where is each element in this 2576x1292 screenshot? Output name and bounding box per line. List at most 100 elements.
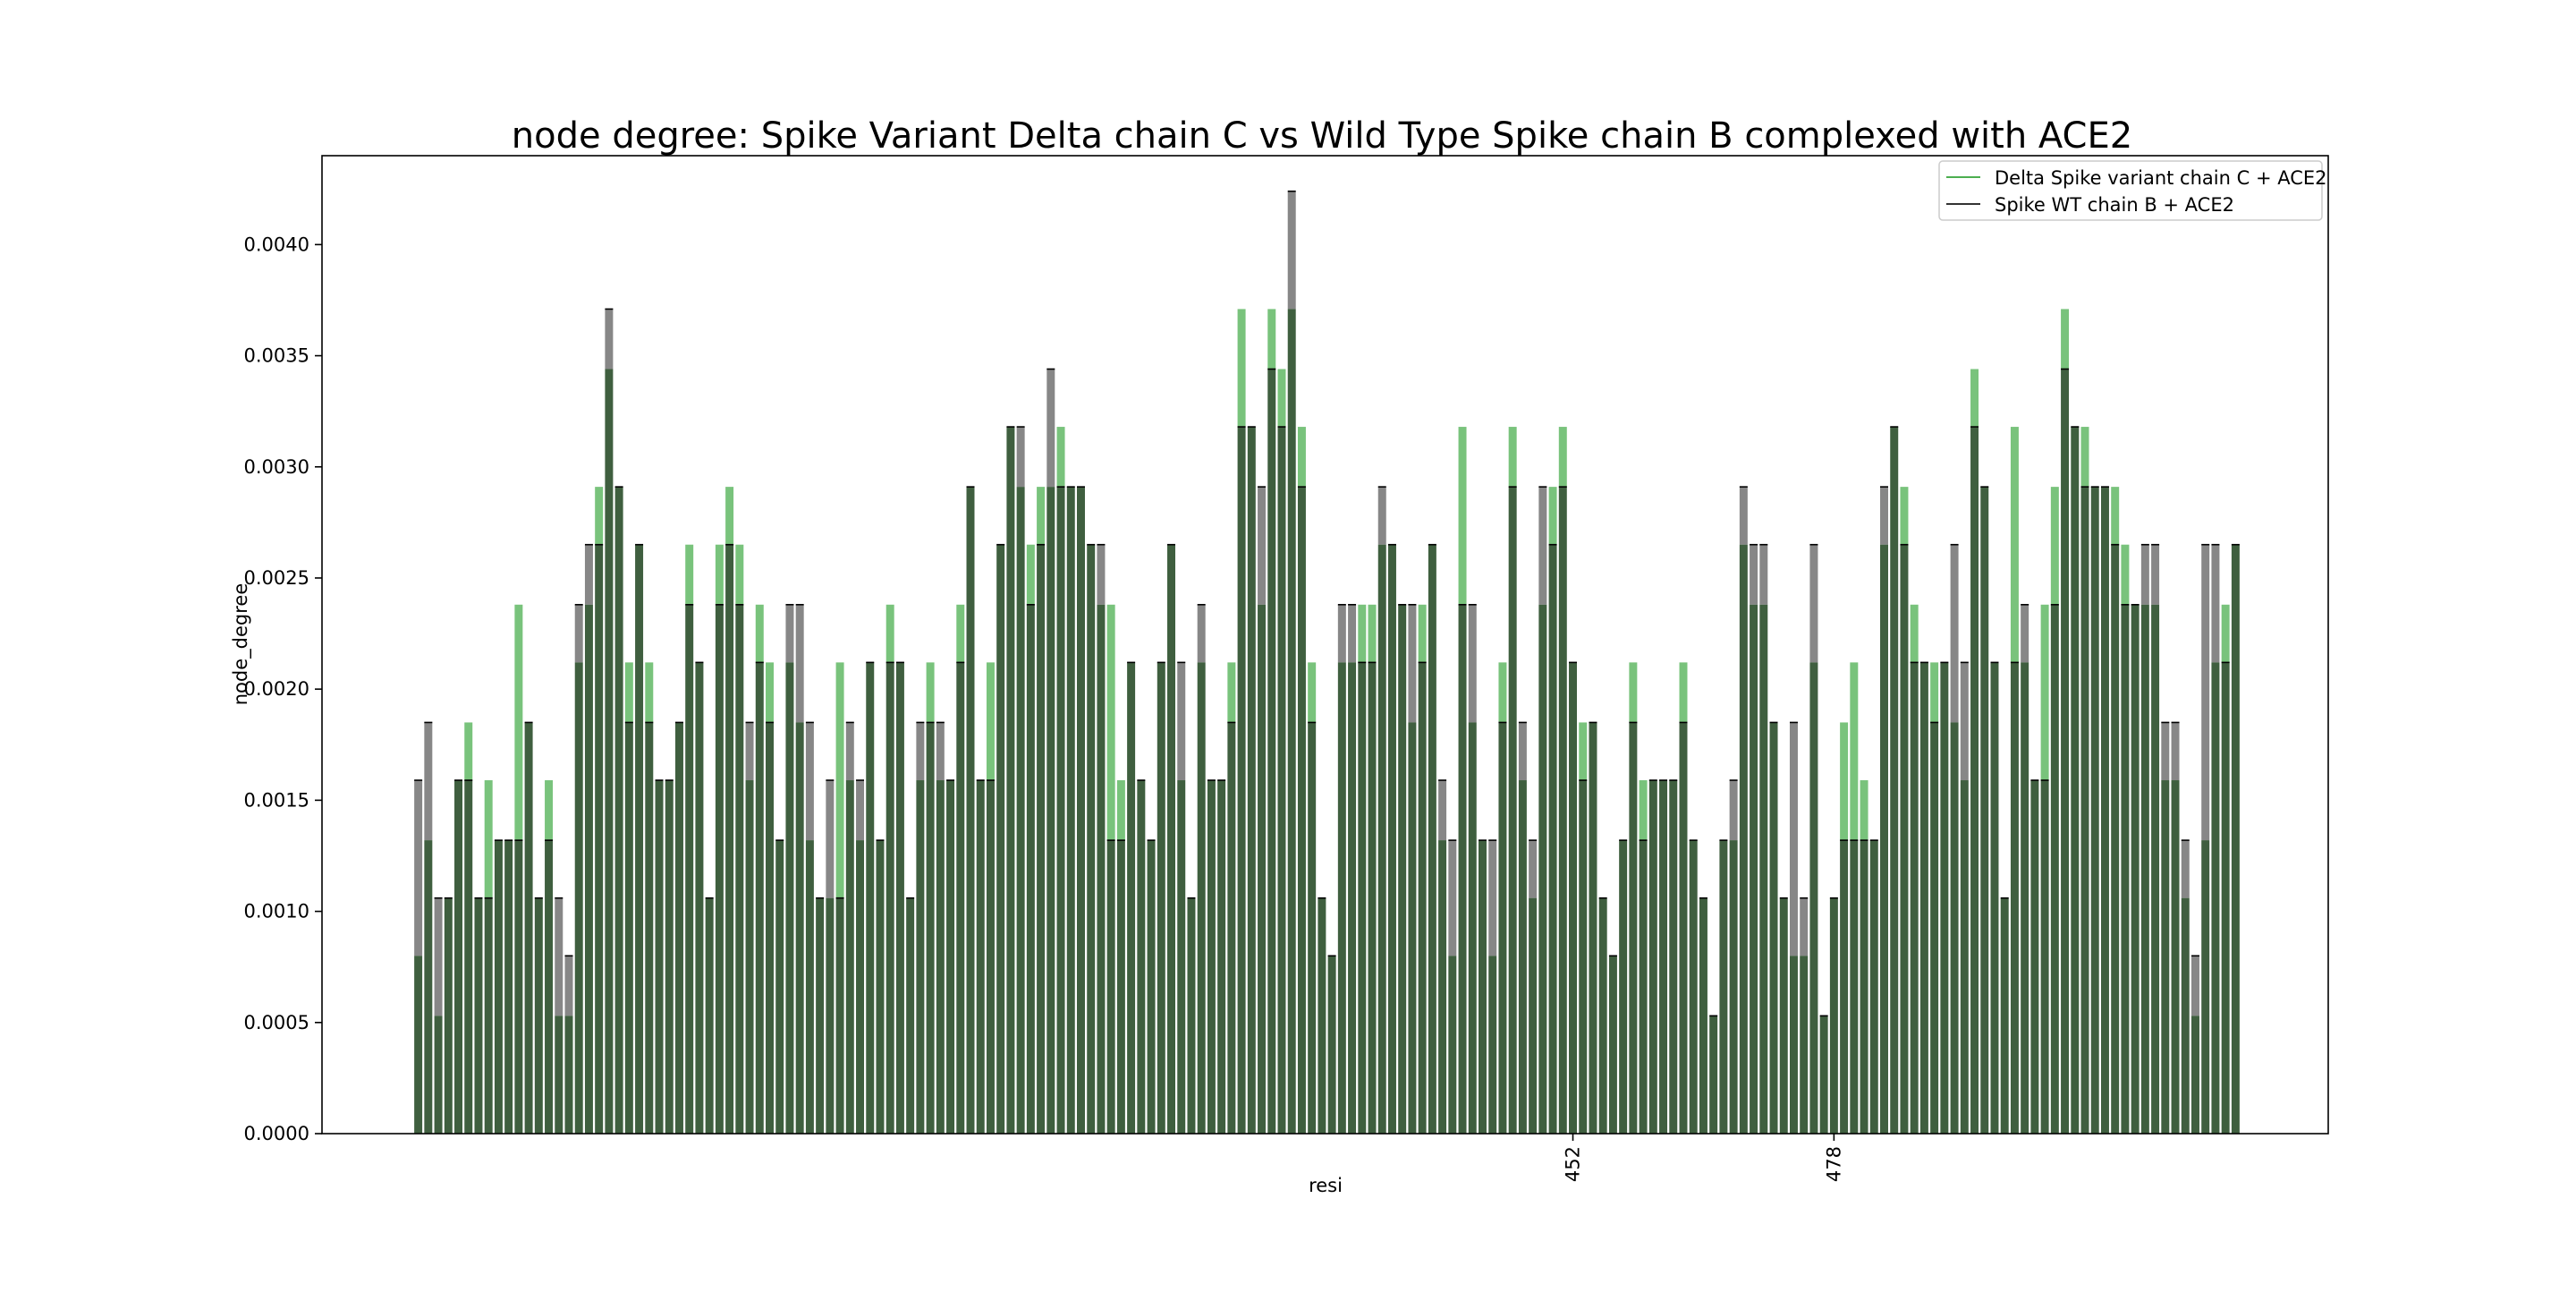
bar-difference (1237, 309, 1246, 428)
bar-overlap (614, 487, 623, 1134)
bar-overlap (1458, 604, 1467, 1134)
bar-overlap (564, 1016, 573, 1134)
y-tick-label: 0.0020 (244, 678, 309, 700)
bar-overlap (1548, 544, 1557, 1134)
bar-overlap (595, 544, 604, 1134)
bar-overlap (1729, 840, 1738, 1134)
bar-difference (1267, 309, 1276, 370)
bar-overlap (1869, 840, 1878, 1134)
bars-group (414, 190, 2240, 1134)
bar-difference (725, 487, 734, 545)
bar-overlap (1800, 956, 1809, 1134)
bar-overlap (1428, 544, 1436, 1134)
bar-difference (715, 544, 724, 605)
bar-overlap (514, 840, 523, 1134)
bar-overlap (775, 840, 784, 1134)
bar-overlap (1950, 722, 1959, 1134)
bar-difference (1679, 662, 1688, 723)
bar-overlap (624, 722, 633, 1134)
bar-overlap (816, 897, 825, 1134)
bar-overlap (1076, 487, 1085, 1134)
bar-difference (745, 722, 754, 781)
bar-overlap (1910, 662, 1919, 1134)
bar-overlap (1167, 544, 1175, 1134)
bar-overlap (1759, 604, 1768, 1134)
bar-difference (1287, 191, 1296, 310)
bar-overlap (434, 1016, 443, 1134)
bar-overlap (2151, 604, 2160, 1134)
bar-overlap (866, 662, 875, 1134)
bar-overlap (1598, 897, 1607, 1134)
bar-difference (2121, 544, 2130, 605)
y-tick-label: 0.0010 (244, 901, 309, 922)
bar-difference (1900, 487, 1909, 545)
bar-overlap (1769, 722, 1778, 1134)
bar-overlap (1789, 956, 1798, 1134)
bar-overlap (1498, 722, 1507, 1134)
bar-overlap (795, 722, 804, 1134)
bar-difference (2201, 544, 2210, 841)
bar-overlap (1056, 487, 1065, 1134)
bar-overlap (635, 544, 644, 1134)
bar-overlap (976, 780, 985, 1134)
bar-overlap (2061, 369, 2070, 1134)
bar-overlap (906, 897, 915, 1134)
y-tick-label: 0.0035 (244, 345, 309, 367)
legend: Delta Spike variant chain C + ACE2 Spike… (1938, 160, 2327, 221)
bar-difference (926, 662, 935, 723)
bar-difference (2190, 956, 2199, 1016)
bar-overlap (1479, 840, 1487, 1134)
bar-overlap (1308, 722, 1317, 1134)
bar-difference (1739, 487, 1748, 545)
bar-difference (555, 897, 564, 1016)
bar-difference (1880, 487, 1888, 545)
y-axis: 0.0000 0.0005 0.0010 0.0015 0.0020 0.0025 0.00… (244, 234, 322, 1144)
bar-overlap (1829, 897, 1838, 1134)
bar-overlap (1980, 487, 1989, 1134)
bar-overlap (2211, 662, 2220, 1134)
bar-overlap (1819, 1016, 1828, 1134)
bar-overlap (1438, 840, 1447, 1134)
bar-difference (2040, 604, 2049, 781)
bar-overlap (2181, 897, 2190, 1134)
x-tick-label: 478 (1823, 1146, 1844, 1182)
bar-difference (1809, 544, 1818, 663)
bar-overlap (1337, 662, 1346, 1134)
bar-difference (1408, 604, 1417, 723)
bar-overlap (414, 956, 423, 1134)
bar-overlap (645, 722, 654, 1134)
y-tick-label: 0.0040 (244, 234, 309, 255)
bar-difference (1970, 369, 1979, 428)
bar-overlap (1699, 897, 1707, 1134)
bar-difference (2111, 487, 2120, 545)
bar-difference (1468, 604, 1477, 723)
bar-overlap (2171, 780, 2180, 1134)
bar-difference (1026, 544, 1035, 605)
bar-difference (805, 722, 814, 841)
bar-difference (1358, 604, 1367, 663)
bar-overlap (2090, 487, 2099, 1134)
bar-difference (1458, 427, 1467, 605)
bar-difference (1558, 427, 1567, 488)
bar-difference (1377, 487, 1386, 545)
bar-overlap (1890, 427, 1899, 1134)
bar-difference (1438, 780, 1447, 841)
x-tick-label: 452 (1563, 1146, 1584, 1182)
bar-difference (1800, 897, 1809, 956)
bar-overlap (1900, 544, 1909, 1134)
bar-difference (1930, 662, 1939, 723)
y-tick-label: 0.0025 (244, 567, 309, 589)
bar-difference (1227, 662, 1236, 723)
bar-overlap (1197, 662, 1206, 1134)
bar-overlap (2071, 427, 2080, 1134)
bar-overlap (685, 604, 694, 1134)
bar-overlap (1719, 840, 1728, 1134)
bar-difference (1960, 662, 1969, 781)
bar-overlap (464, 780, 473, 1134)
bar-overlap (1629, 722, 1638, 1134)
bar-overlap (895, 662, 904, 1134)
bar-difference (1056, 427, 1065, 488)
bar-overlap (1518, 780, 1527, 1134)
y-tick-label: 0.0000 (244, 1123, 309, 1144)
